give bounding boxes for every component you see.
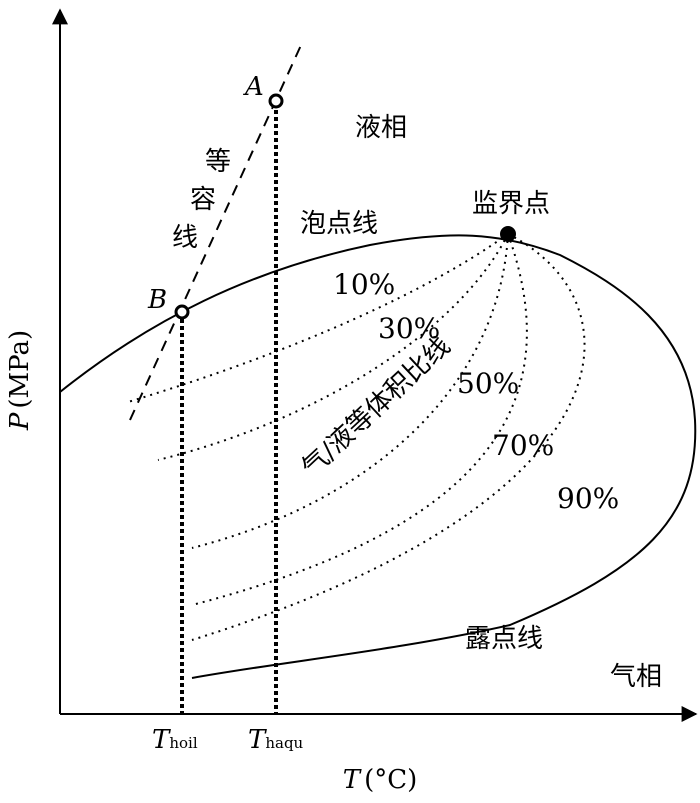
critical-point-marker	[500, 226, 516, 242]
quality-label-10: 10%	[333, 268, 395, 301]
phase-envelope-curve	[59, 234, 697, 679]
temp-label-haqu: Thaqu	[248, 725, 304, 755]
critical-point-label: 监界点	[472, 189, 550, 219]
quality-line-50	[191, 233, 509, 549]
liquid-phase-label: 液相	[355, 113, 407, 143]
gas-phase-label: 气相	[610, 662, 662, 692]
isochore-char-1: 等	[205, 147, 231, 177]
y-axis-label: P(MPa)	[5, 330, 35, 431]
point-b-marker	[174, 304, 190, 320]
quality-label-50: 50%	[457, 367, 519, 400]
point-b-label: B	[147, 285, 167, 315]
temp-label-hoil: Thoil	[152, 725, 198, 755]
quality-label-90: 90%	[557, 482, 619, 515]
point-a-marker	[268, 93, 284, 109]
isochore-char-3: 线	[172, 223, 198, 253]
ratio-lines-label: 气/液等体积比线	[296, 331, 456, 483]
bubble-line-label: 泡点线	[300, 209, 378, 239]
quality-line-70	[191, 233, 528, 606]
dew-line-label: 露点线	[465, 624, 543, 654]
x-axis-label: T (°C)	[343, 765, 418, 795]
isochore-char-2: 容	[190, 185, 216, 215]
point-a-label: A	[243, 72, 264, 102]
quality-label-70: 70%	[492, 429, 554, 462]
quality-label-30: 30%	[378, 312, 440, 345]
quality-line-30	[157, 233, 509, 461]
